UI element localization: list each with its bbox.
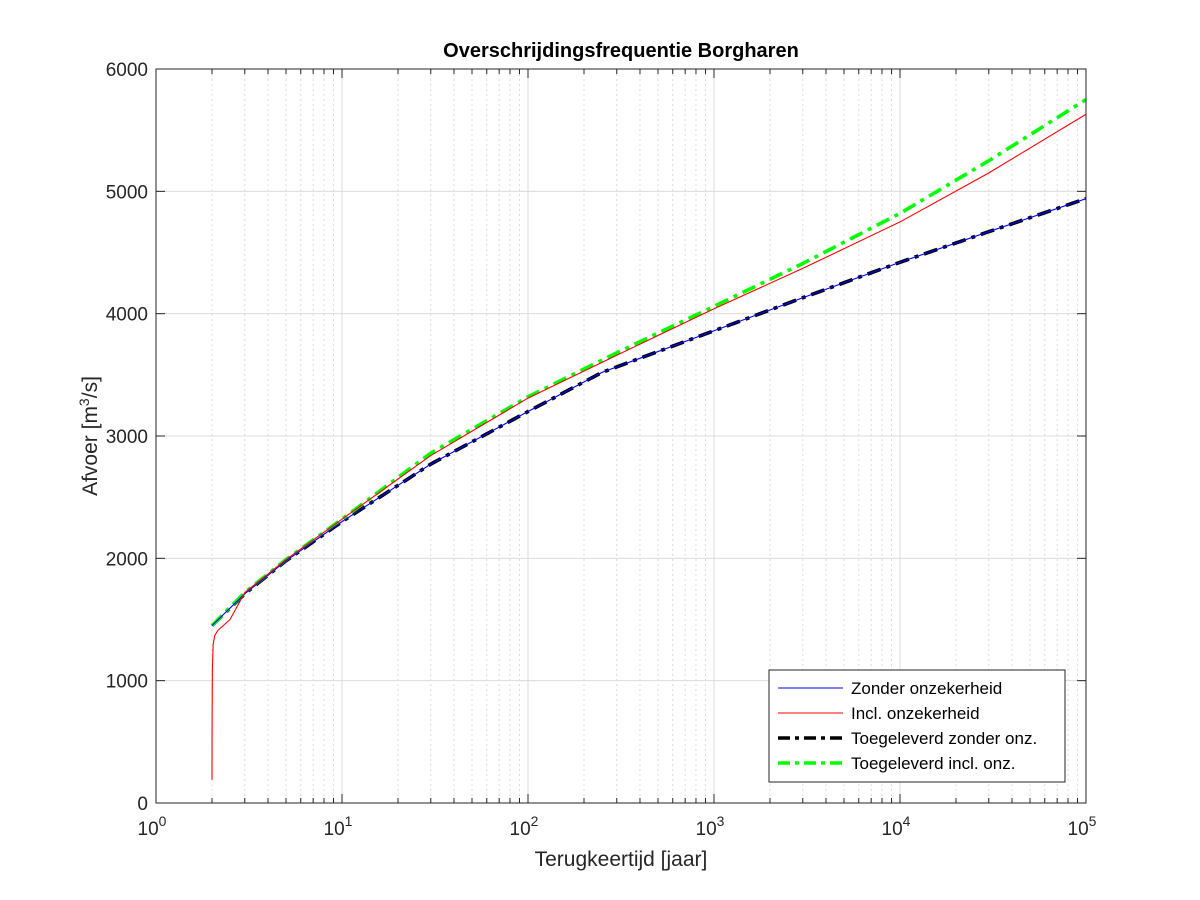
x-tick-label-base: 10 — [324, 819, 345, 840]
x-tick-label-base: 10 — [138, 819, 159, 840]
y-axis-label-suffix: /s] — [79, 376, 102, 398]
y-tick-label: 5000 — [106, 182, 148, 203]
chart-title: Overschrijdingsfrequentie Borgharen — [443, 40, 799, 62]
y-tick-labels: 0 1000 2000 3000 4000 5000 6000 — [106, 60, 148, 815]
x-tick-label-exponent: 0 — [159, 813, 167, 829]
x-axis-label: Terugkeertijd [jaar] — [535, 848, 708, 871]
x-tick-label-base: 10 — [510, 819, 531, 840]
legend-label-4: Toegeleverd incl. onz. — [851, 754, 1015, 773]
x-tick-label: 104 — [882, 813, 911, 840]
x-tick-label: 105 — [1068, 813, 1097, 840]
x-tick-labels: 100 101 102 103 104 105 — [138, 813, 1097, 840]
y-tick-label: 4000 — [106, 305, 148, 326]
x-tick-label-base: 10 — [882, 819, 903, 840]
x-tick-label-exponent: 3 — [717, 813, 725, 829]
x-tick-label: 100 — [138, 813, 167, 840]
legend-label-2: Incl. onzekerheid — [851, 704, 980, 723]
x-tick-label-exponent: 1 — [345, 813, 353, 829]
y-axis-label-prefix: Afvoer [m — [79, 406, 102, 496]
tick-marks — [155, 68, 1087, 804]
legend-items: Zonder onzekerheid Incl. onzekerheid Toege… — [778, 679, 1037, 773]
x-tick-label-base: 10 — [1068, 819, 1089, 840]
x-tick-label-exponent: 5 — [1089, 813, 1097, 829]
y-axis-label: Afvoer [m3/s] — [76, 376, 102, 496]
legend-label-1: Zonder onzekerheid — [851, 679, 1002, 698]
series-line-2 — [211, 113, 1087, 780]
x-tick-label: 101 — [324, 813, 353, 840]
x-tick-label: 103 — [696, 813, 725, 840]
series-layer — [210, 98, 1087, 780]
x-tick-label-base: 10 — [696, 819, 717, 840]
y-axis-label-superscript: 3 — [76, 398, 92, 406]
legend-box — [768, 669, 1066, 783]
legend: Zonder onzekerheid Incl. onzekerheid Toege… — [768, 669, 1066, 783]
y-tick-label: 0 — [137, 794, 148, 815]
legend-label-3: Toegeleverd zonder onz. — [851, 729, 1037, 748]
x-tick-label: 102 — [510, 813, 539, 840]
y-tick-label: 6000 — [106, 60, 148, 81]
x-tick-label-exponent: 2 — [531, 813, 539, 829]
series-line-1 — [211, 198, 1087, 627]
y-tick-label: 1000 — [106, 672, 148, 693]
y-tick-label: 2000 — [106, 549, 148, 570]
x-tick-label-exponent: 4 — [903, 813, 911, 829]
y-tick-label: 3000 — [106, 427, 148, 448]
